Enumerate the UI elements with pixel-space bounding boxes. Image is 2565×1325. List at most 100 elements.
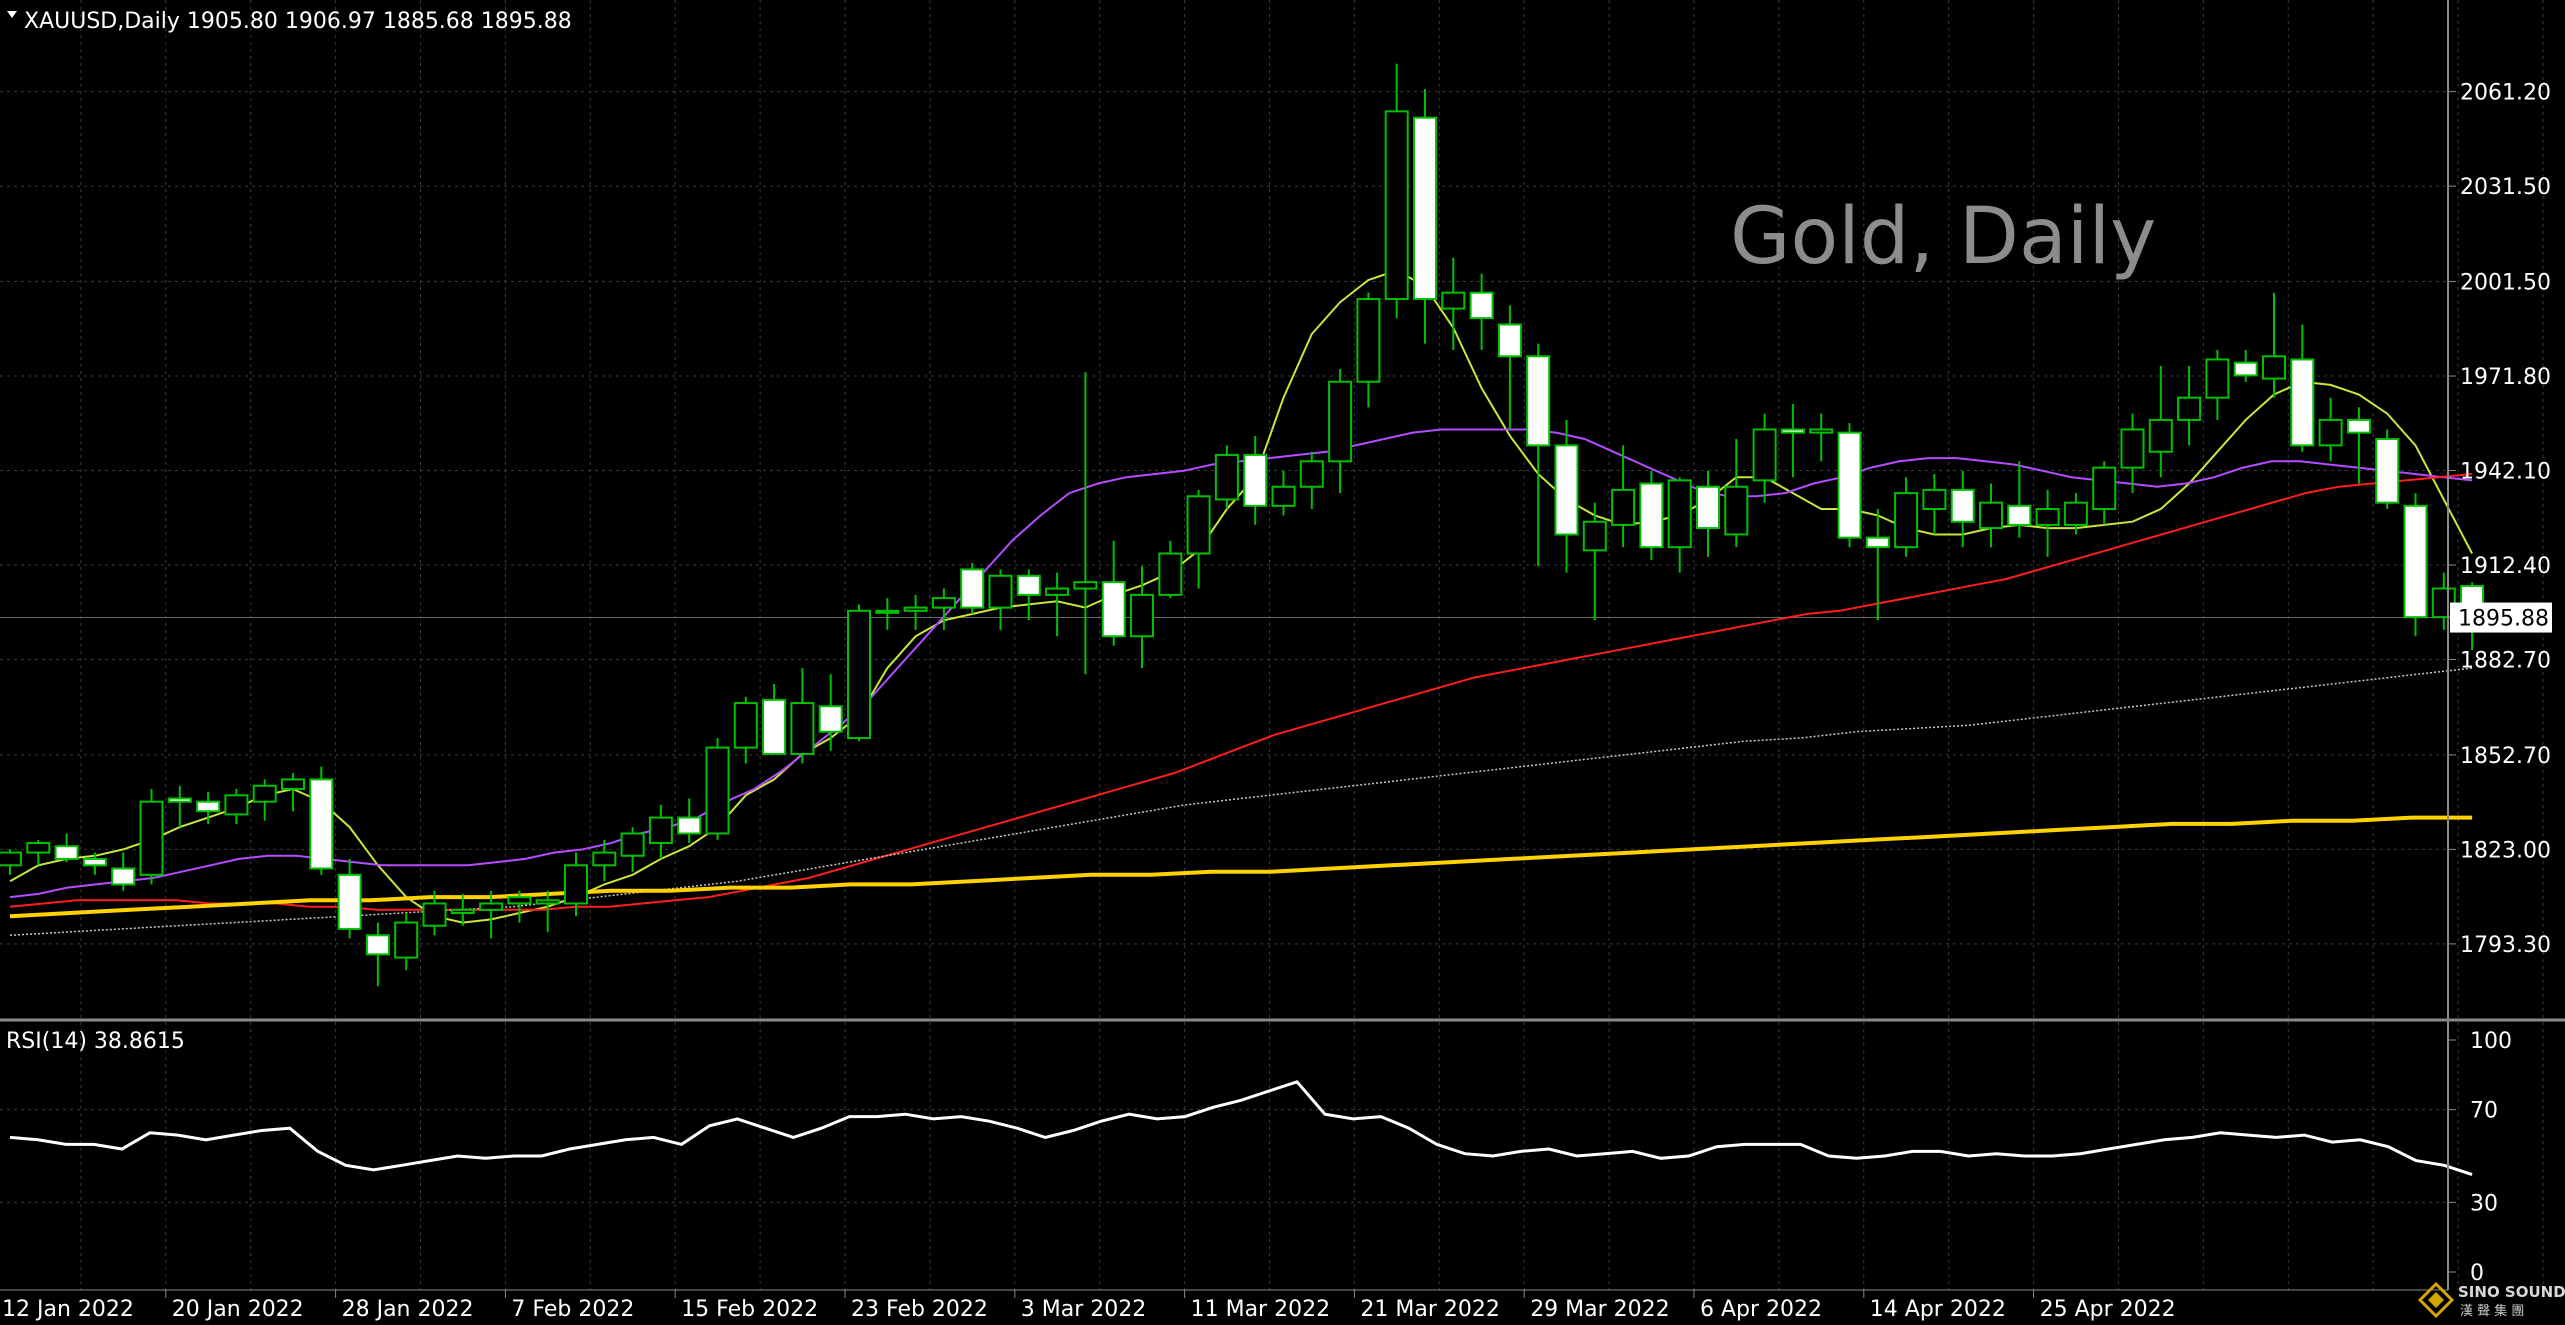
candle [1045,572,1070,637]
candle [82,852,107,875]
diamond-logo-icon [2417,1281,2455,1319]
time-tick-label: 11 Mar 2022 [1191,1297,1330,1322]
candle [2177,365,2202,446]
candle [1724,439,1749,548]
rsi-tick-label: 100 [2470,1029,2512,1054]
current-price-label: 1895.88 [2458,607,2549,632]
candle-body-up [1384,110,1409,301]
candle [2233,349,2258,382]
candle-body-down [54,845,79,860]
candle-body-up [1356,298,1381,383]
candle-body-up [535,899,560,905]
candle-body-up [648,816,673,845]
candle [960,563,985,614]
rsi-tick-label: 0 [2470,1261,2484,1286]
candle [1130,566,1154,669]
candle [1611,445,1636,548]
candle-body-up [2092,466,2117,510]
candle-body-down [1016,574,1041,596]
candle [2346,407,2371,484]
candle [1299,451,1324,509]
candle-body-up [1073,581,1098,590]
candle [1865,509,1890,621]
logo-subtitle: 漢 聲 集 團 [2460,1303,2524,1319]
candle [1271,470,1296,516]
time-tick-label: 25 Apr 2022 [2040,1297,2176,1322]
candle-body-up [1214,453,1239,501]
candle-body-up [2205,358,2230,399]
candle [1780,404,1805,478]
candle-body-down [2007,504,2032,526]
candle-body-up [1441,291,1466,310]
candle [450,893,475,926]
candle [931,588,956,630]
candle-body-up [1979,501,2003,530]
candle [1469,273,1494,350]
candle [365,922,390,987]
candle-body-down [1780,428,1805,434]
candle [2318,397,2343,462]
diamond-logo-inner-icon [2428,1292,2444,1308]
candle [1554,419,1579,573]
ma-line-ma-200 [9,815,2473,919]
candle-body-up [875,609,900,614]
candle-body-up [2148,418,2173,453]
candle [54,833,79,863]
candle-body-up [733,702,758,749]
company-logo: SINO SOUND 漢 聲 集 團 [2417,1281,2565,1319]
candle [1243,435,1268,525]
candle [2205,349,2230,420]
time-tick-label: 15 Feb 2022 [681,1297,818,1322]
ma-line-ma-fast [9,269,2473,924]
candle-body-up [252,784,277,803]
candle [479,890,504,939]
time-tick-label: 6 Apr 2022 [1700,1297,1822,1322]
candle-body-up [1611,488,1636,526]
candle-body-up [592,851,617,867]
candle-body-up [620,832,645,857]
candle-body-up [2063,501,2088,526]
candle [281,773,305,812]
candle-body-up [2035,508,2060,526]
candle-body-up [1045,587,1070,596]
candle-body-up [479,902,504,911]
collapse-triangle-icon[interactable] [7,11,17,18]
candle-body-up [988,574,1013,609]
candle-body-up [1724,485,1749,536]
price-tick-label: 1823.00 [2460,838,2551,863]
grid [0,0,2544,1290]
watermark: Gold, Daily [1730,192,2156,282]
candle [592,839,617,882]
time-tick-label: 29 Mar 2022 [1530,1297,1669,1322]
candle-body-down [337,873,362,930]
candle-body-down [2375,438,2400,504]
candle-body-up [1667,479,1692,549]
price-tick-label: 2061.20 [2460,81,2551,106]
candle [1950,470,1975,548]
candle [875,598,900,630]
candle-body-down [365,934,390,956]
candle [847,604,871,742]
candle-body-down [960,568,985,609]
candle [1441,257,1466,350]
candle [2148,365,2173,478]
candle-body-down [1865,536,1890,549]
candle-body-down [1554,444,1579,536]
candle [422,890,447,936]
logo-name: SINO SOUND [2458,1283,2565,1301]
candle-body-up [1186,495,1211,555]
candle [1752,413,1777,503]
candle-body-down [818,705,843,733]
candle-body-up [1922,488,1947,511]
candle-body-up [1582,520,1607,552]
candle-body-down [2290,358,2315,447]
candle [1667,477,1692,573]
candle [2063,493,2088,535]
candle [733,696,758,764]
candle-body-up [1894,492,1919,549]
candle [1101,540,1126,646]
price-tick-label: 1971.80 [2460,365,2551,390]
candle-body-up [1809,428,1834,434]
candle [535,890,560,933]
